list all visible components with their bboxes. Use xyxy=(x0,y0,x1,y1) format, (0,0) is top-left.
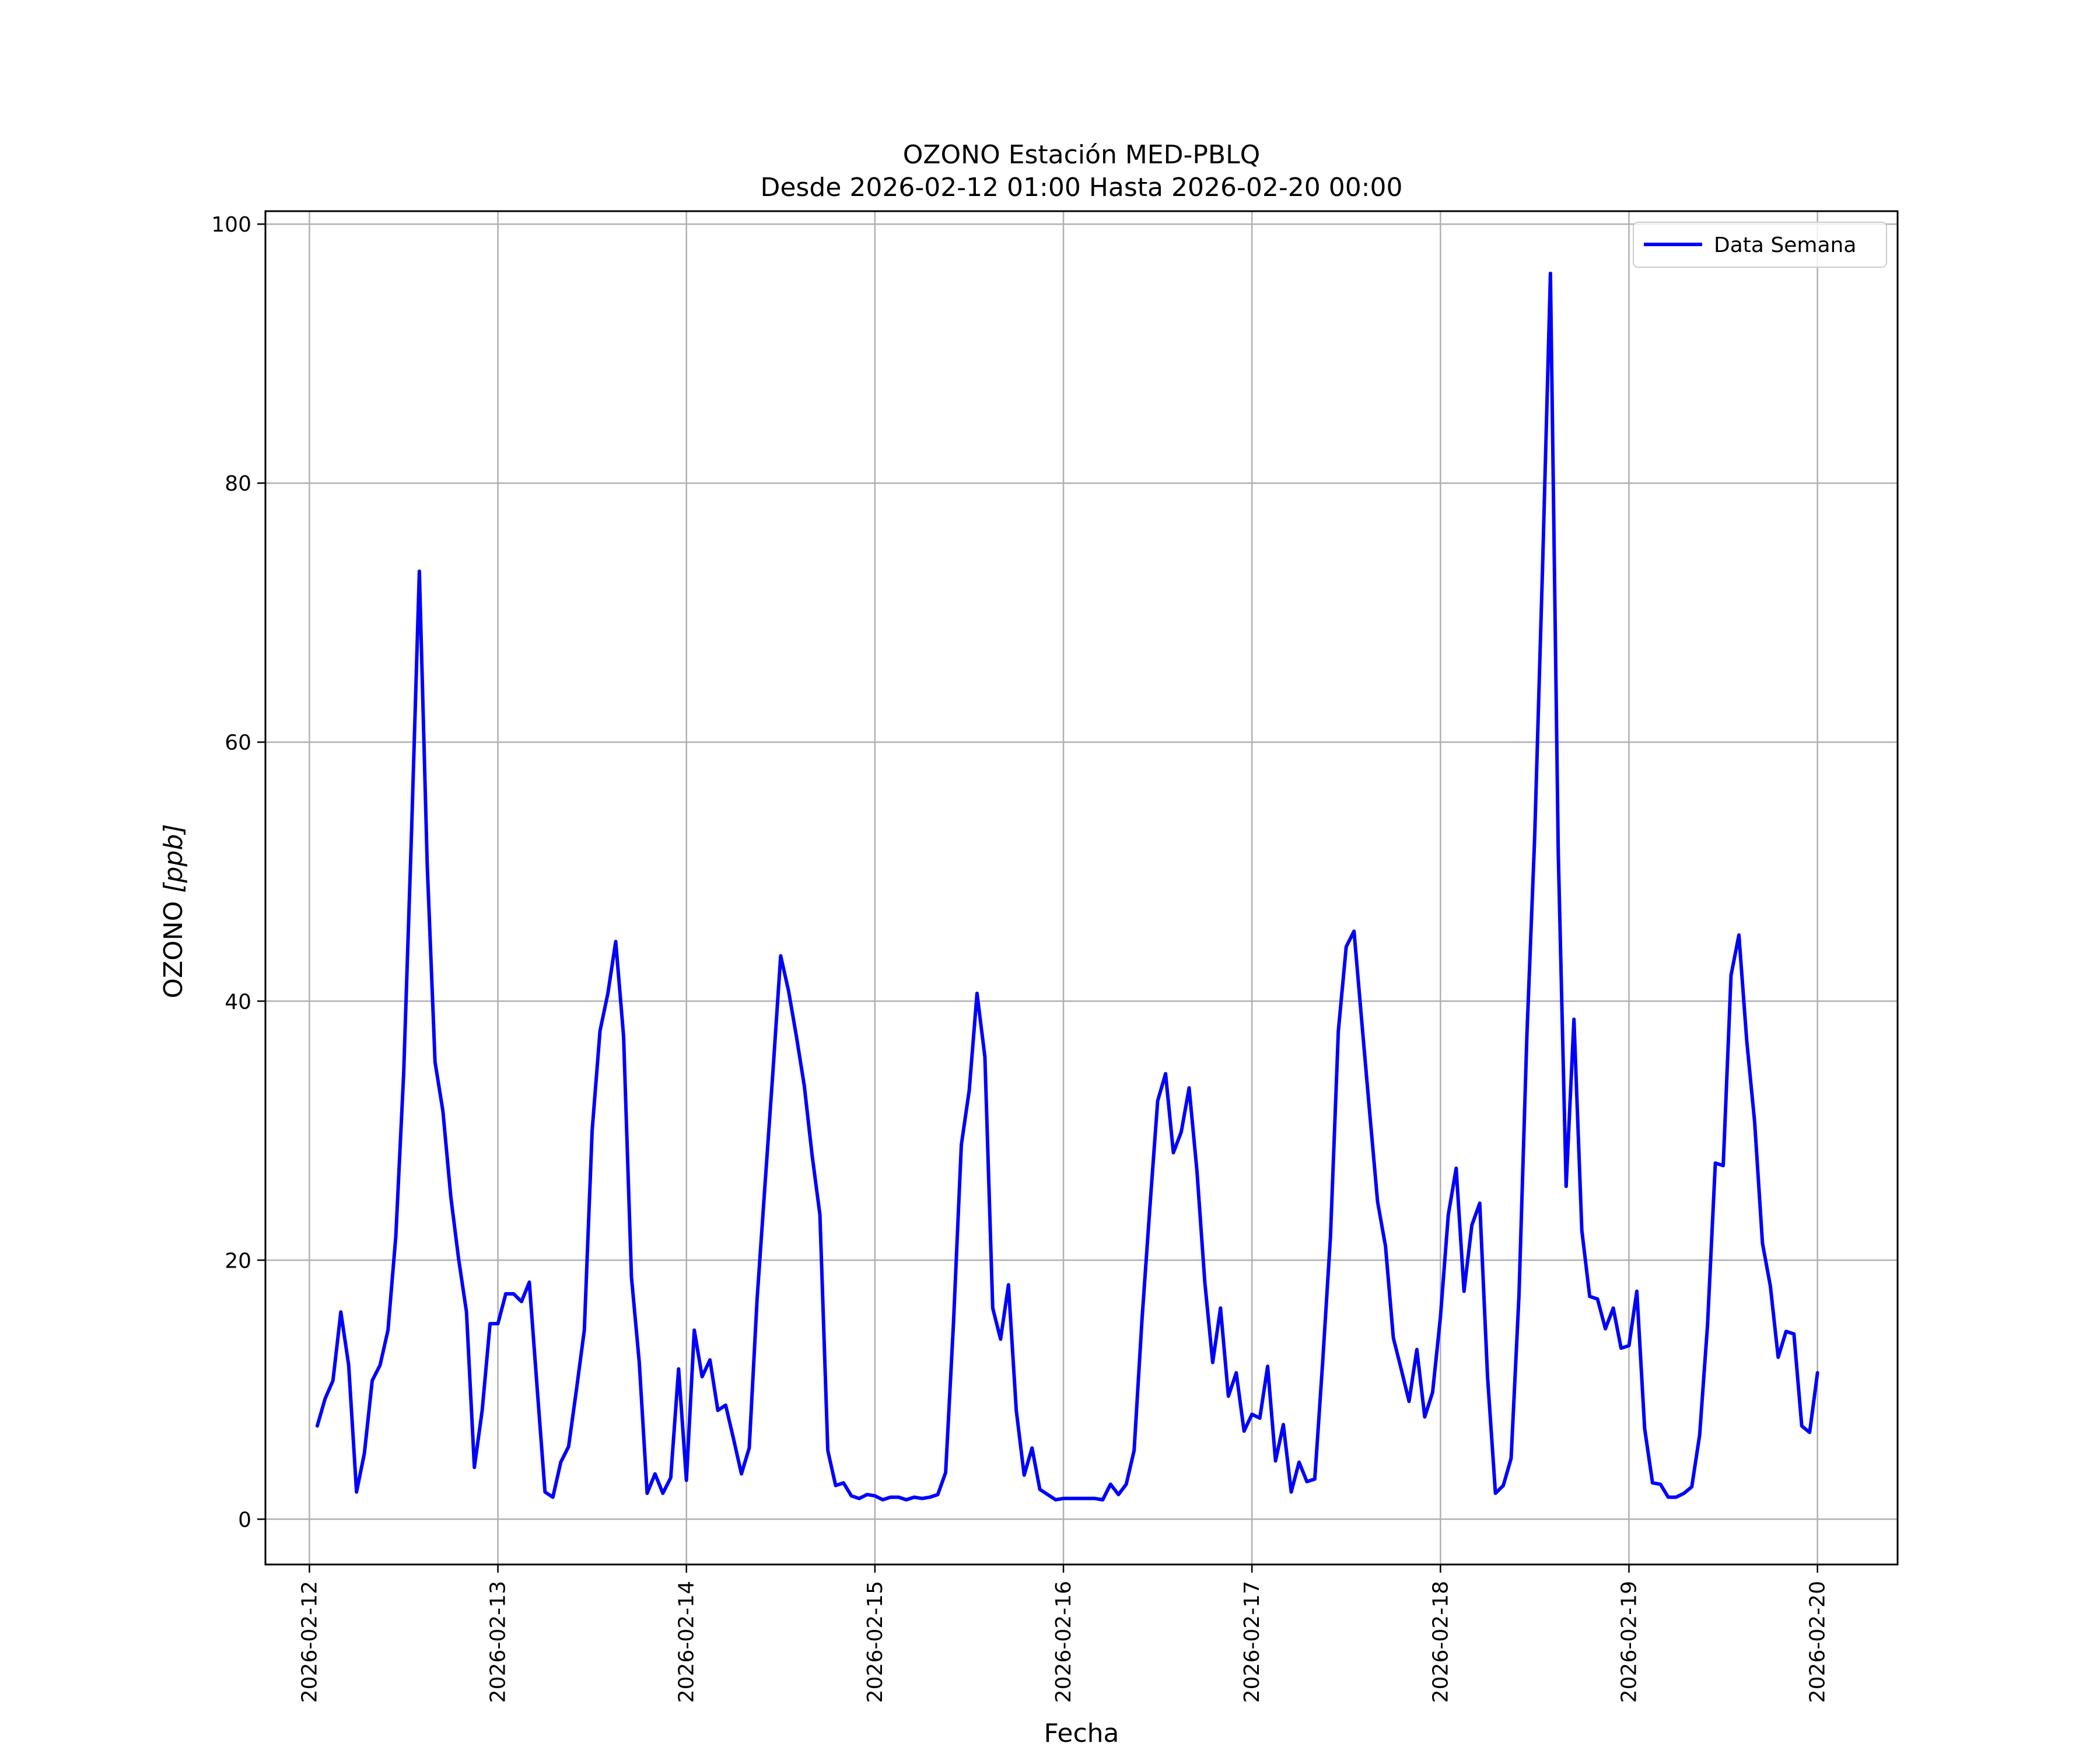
y-tick-label: 100 xyxy=(211,213,251,237)
x-tick-label: 2026-02-16 xyxy=(1052,1581,1076,1703)
y-tick-label: 0 xyxy=(238,1508,251,1532)
x-tick-label: 2026-02-15 xyxy=(863,1581,887,1703)
legend-box xyxy=(1633,222,1887,268)
y-axis-title-unit: [ppb] xyxy=(159,824,188,892)
series-layer xyxy=(315,271,1819,1502)
x-tick-label: 2026-02-14 xyxy=(675,1581,699,1703)
grid-lines xyxy=(265,211,1898,1564)
y-tick-label: 80 xyxy=(225,472,251,496)
y-tick-label: 60 xyxy=(225,731,251,755)
series-line-0 xyxy=(315,271,1819,1502)
x-tick-label: 2026-02-20 xyxy=(1806,1581,1830,1703)
y-tick-label: 20 xyxy=(225,1249,251,1273)
x-tick-label: 2026-02-19 xyxy=(1618,1581,1642,1703)
x-tick-label: 2026-02-12 xyxy=(298,1581,321,1703)
legend: Data Semana xyxy=(1633,222,1887,268)
y-tick-label: 40 xyxy=(225,990,251,1014)
plot-area-frame xyxy=(264,210,1899,1566)
legend-entry-data-semana: Data Semana xyxy=(1714,233,1856,257)
x-tick-label: 2026-02-13 xyxy=(487,1581,510,1703)
x-tick-label: 2026-02-18 xyxy=(1429,1581,1452,1703)
chart-subtitle: Desde 2026-02-12 01:00 Hasta 2026-02-20 … xyxy=(760,173,1402,202)
axis-ticks: 2026-02-12 2026-02-13 2026-02-14 2026-02-15… xyxy=(211,213,1829,1703)
x-tick-label: 2026-02-17 xyxy=(1240,1581,1264,1703)
y-axis-title-main: OZONO xyxy=(159,893,188,999)
chart-title: OZONO Estación MED-PBLQ xyxy=(903,140,1260,170)
y-axis-title: OZONO [ppb] xyxy=(159,824,188,998)
x-axis-title: Fecha xyxy=(1044,1718,1119,1748)
